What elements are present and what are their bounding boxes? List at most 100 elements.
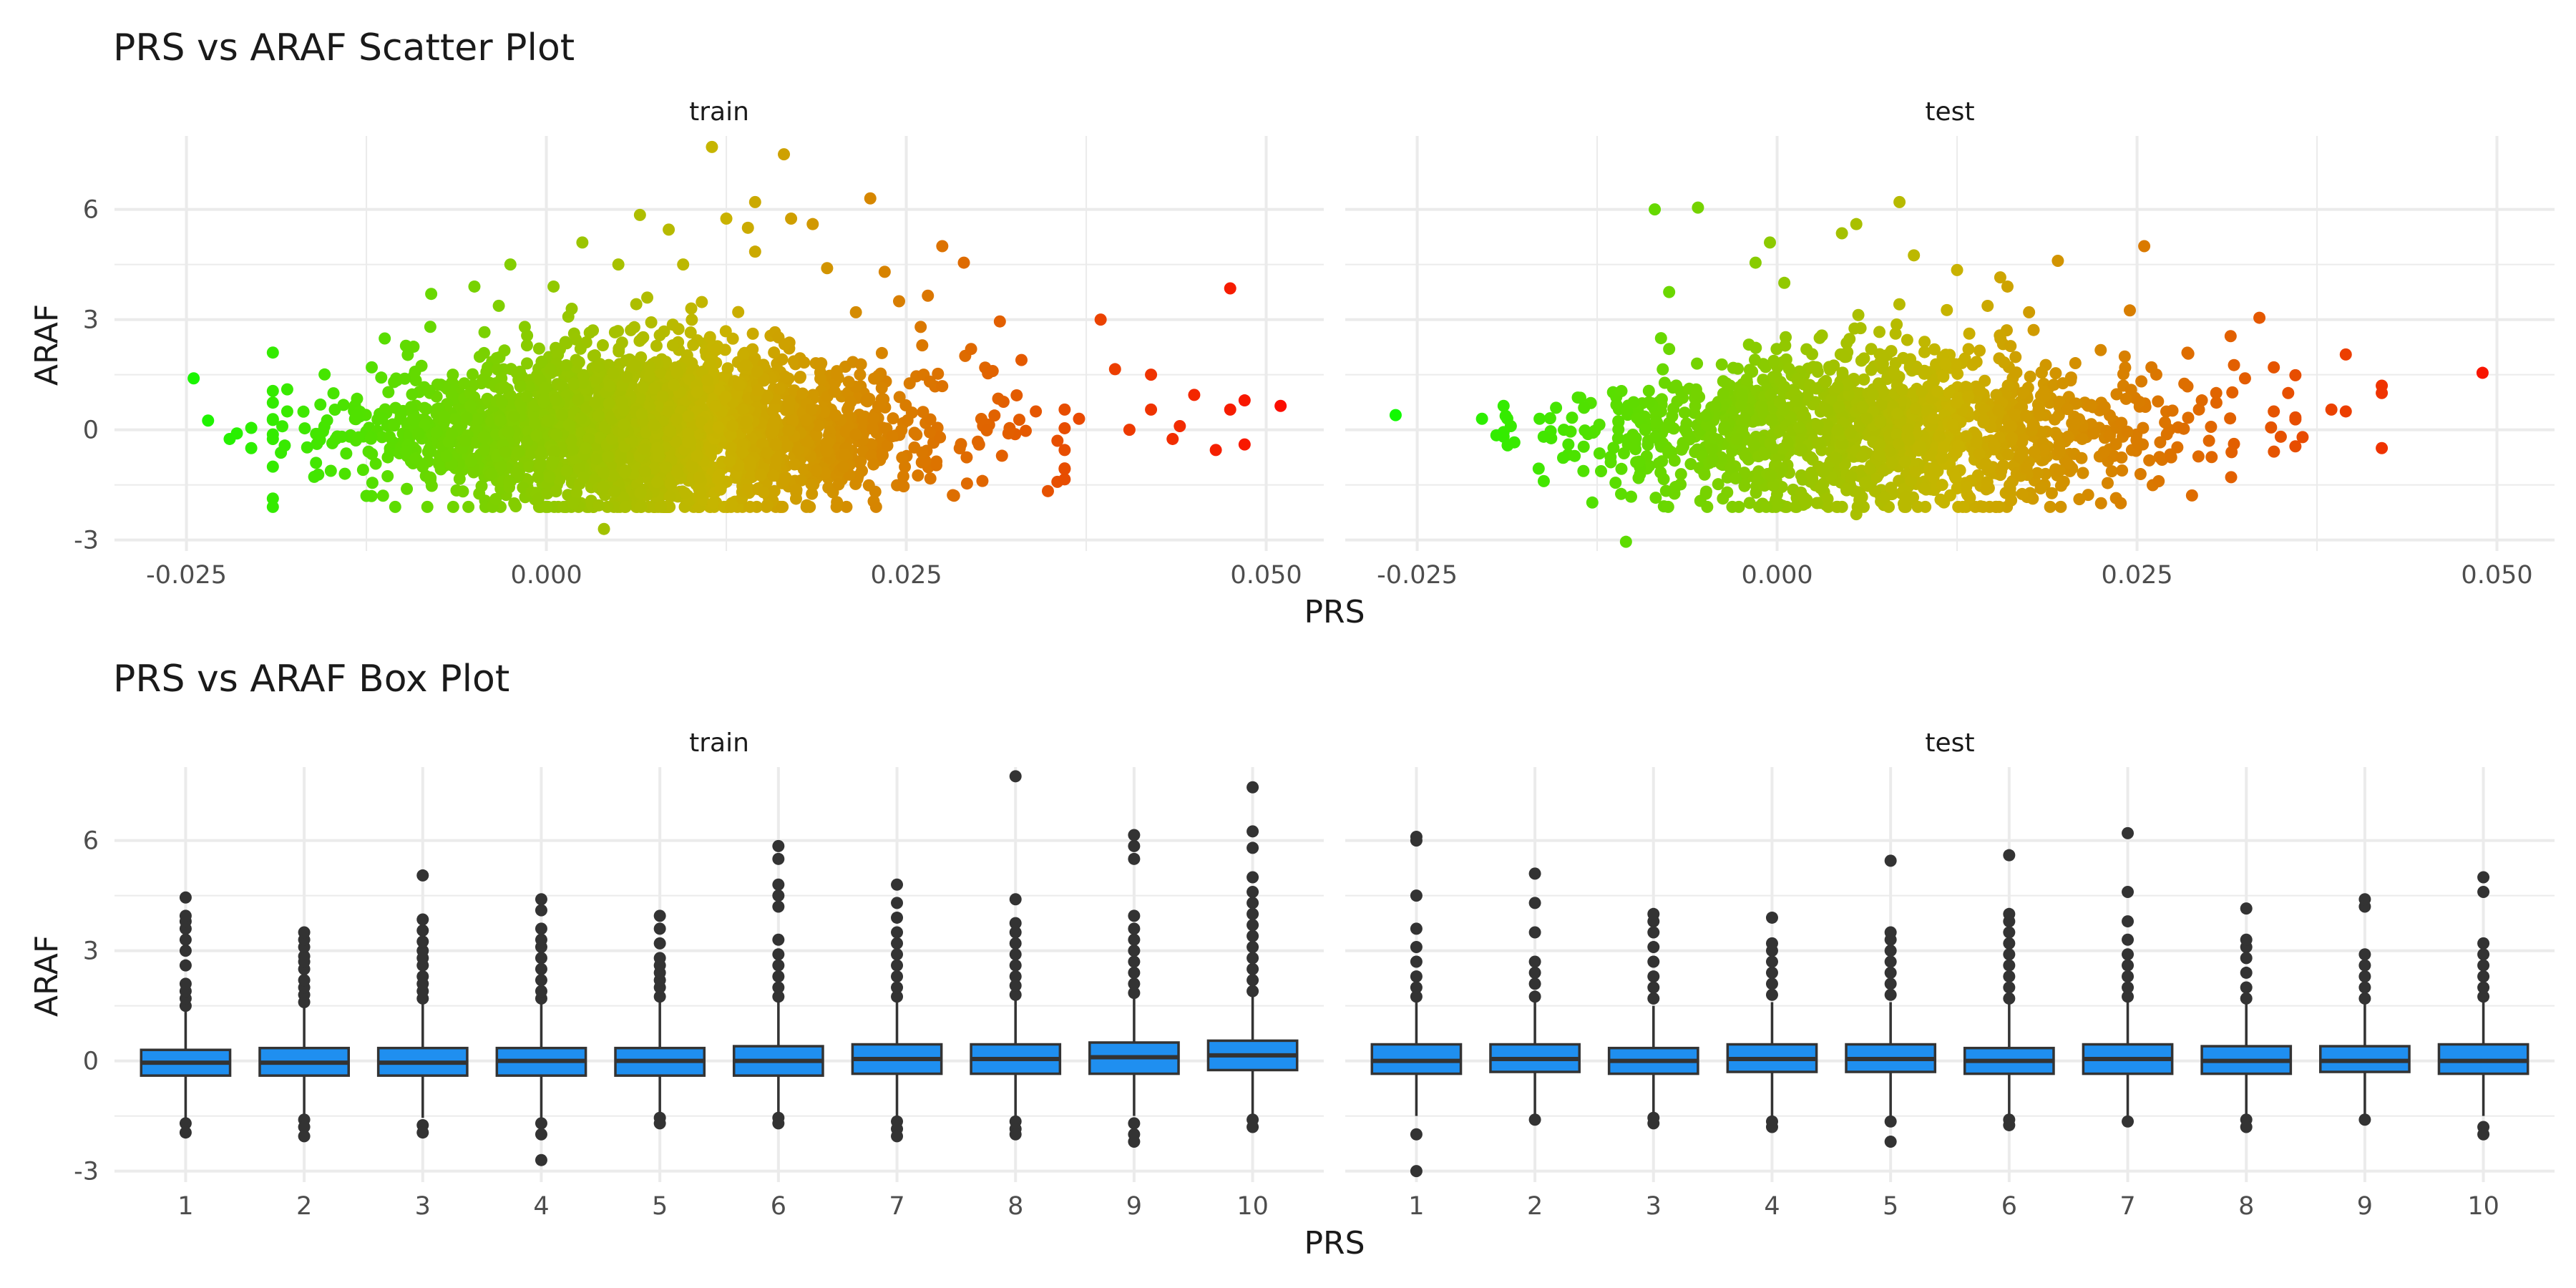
scatter-point: [2105, 465, 2118, 478]
scatter-point: [618, 418, 630, 431]
scatter-point: [2045, 487, 2058, 499]
box-outlier-point: [1647, 926, 1660, 939]
scatter-point: [2228, 358, 2240, 371]
scatter-point: [1948, 470, 1961, 483]
scatter-point: [1663, 343, 1676, 356]
scatter-point: [278, 439, 291, 452]
box-outlier-point: [1246, 781, 1259, 794]
scatter-point: [1977, 414, 1990, 426]
scatter-point: [687, 338, 700, 351]
box-outlier-point: [1647, 907, 1660, 920]
scatter-point: [2289, 440, 2302, 453]
scatter-point: [1389, 409, 1402, 421]
scatter-point: [2110, 388, 2123, 401]
box-outlier-point: [772, 990, 785, 1003]
scatter-train-y-tick-label: 6: [83, 196, 99, 225]
box-outlier-point: [416, 935, 429, 948]
scatter-point: [2028, 445, 2041, 458]
scatter-point: [1764, 388, 1777, 401]
scatter-point: [1562, 438, 1575, 451]
scatter-point: [2225, 446, 2238, 459]
scatter-point: [1898, 455, 1911, 468]
scatter-point: [2077, 467, 2089, 479]
box-outlier-point: [653, 952, 666, 965]
scatter-point: [1844, 426, 1857, 439]
scatter-train-y-tick-label: -3: [74, 527, 99, 555]
scatter-point: [484, 467, 497, 480]
scatter-point: [434, 463, 447, 476]
scatter-point: [608, 485, 621, 498]
scatter-point: [2094, 343, 2107, 356]
scatter-point: [953, 441, 966, 454]
scatter-point: [670, 435, 683, 448]
scatter-point: [1908, 249, 1921, 262]
scatter-point: [202, 414, 215, 427]
scatter-point: [1779, 339, 1792, 352]
scatter-point: [532, 342, 545, 355]
scatter-point: [719, 325, 732, 338]
box-outlier-point: [535, 1128, 547, 1141]
scatter-point: [1931, 385, 1944, 398]
scatter-point: [2076, 432, 2089, 445]
scatter-point: [1550, 401, 1563, 414]
scatter-point: [1604, 451, 1617, 464]
scatter-point: [924, 472, 937, 485]
scatter-point: [720, 212, 733, 225]
scatter-point: [1888, 367, 1901, 380]
scatter-point: [1835, 437, 1848, 450]
scatter-point: [875, 381, 888, 394]
scatter-point: [830, 368, 843, 381]
scatter-point: [1810, 497, 1823, 509]
scatter-point: [1899, 490, 1912, 503]
box-outlier-point: [1765, 955, 1778, 968]
scatter-point: [1822, 500, 1835, 513]
scatter-point: [914, 321, 927, 333]
scatter-point: [1577, 440, 1590, 453]
scatter-point: [1058, 444, 1071, 457]
scatter-point: [1997, 459, 2010, 472]
box-outlier-point: [1528, 955, 1541, 968]
scatter-point: [706, 140, 718, 153]
box-outlier-point: [1128, 1117, 1141, 1130]
scatter-point: [1274, 399, 1287, 412]
scatter-point: [548, 445, 561, 458]
scatter-point: [503, 475, 516, 488]
box-outlier-point: [1765, 1121, 1778, 1133]
scatter-point: [1718, 420, 1731, 433]
scatter-point: [1885, 457, 1898, 469]
scatter-point: [1897, 351, 1910, 364]
scatter-point: [2124, 384, 2137, 396]
scatter-point: [910, 429, 923, 441]
scatter-point: [1058, 462, 1071, 475]
scatter-point: [399, 372, 411, 385]
box-outlier-point: [535, 985, 547, 997]
scatter-point: [1800, 497, 1813, 509]
scatter-point: [2047, 379, 2060, 391]
scatter-point: [892, 295, 905, 308]
scatter-point: [1979, 457, 1992, 470]
scatter-point: [703, 358, 716, 371]
scatter-point: [2073, 493, 2086, 506]
scatter-point: [2137, 421, 2150, 434]
box-outlier-point: [1884, 977, 1897, 990]
scatter-point: [1749, 256, 1762, 269]
scatter-point: [510, 366, 523, 379]
scatter-point: [791, 444, 804, 457]
scatter-chart-title: PRS vs ARAF Scatter Plot: [113, 26, 575, 69]
scatter-point: [598, 420, 611, 433]
scatter-point: [1699, 485, 1712, 498]
scatter-point: [1811, 419, 1824, 431]
scatter-point: [1994, 329, 2006, 342]
scatter-point: [637, 331, 650, 343]
scatter-point: [327, 387, 340, 400]
scatter-point: [1801, 389, 1814, 402]
scatter-point: [917, 406, 930, 419]
scatter-point: [800, 500, 813, 513]
scatter-point: [612, 258, 625, 271]
box-outlier-point: [1128, 829, 1141, 841]
box-outlier-point: [2477, 948, 2490, 961]
scatter-point: [1574, 391, 1586, 404]
scatter-point: [447, 500, 459, 513]
box-outlier-point: [1884, 1136, 1897, 1148]
scatter-point: [356, 464, 369, 477]
